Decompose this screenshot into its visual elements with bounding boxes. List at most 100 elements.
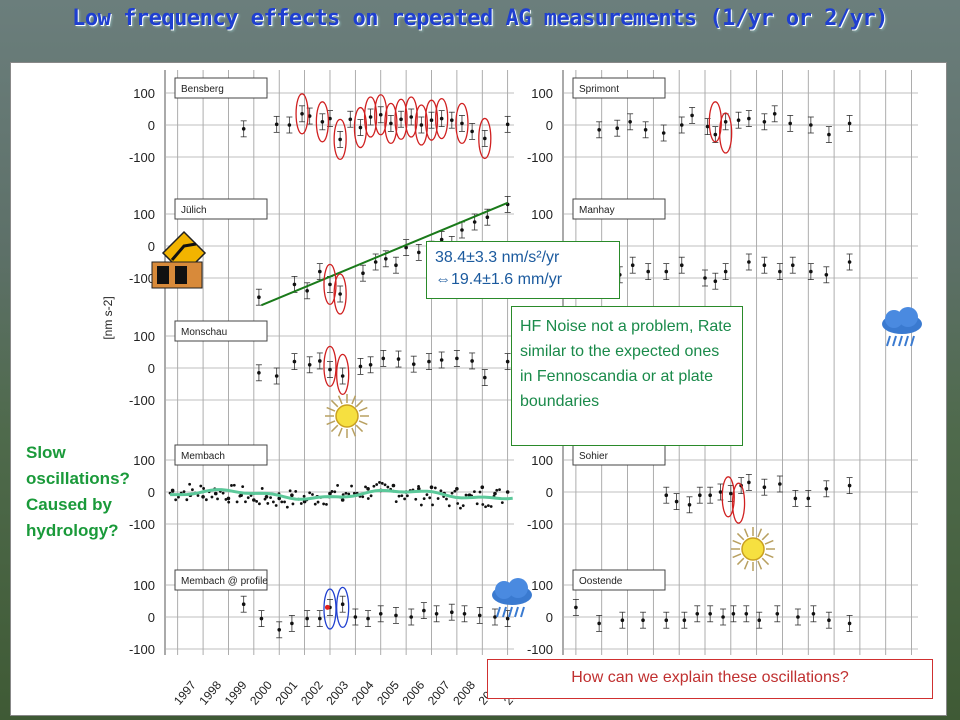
sun-icon-ray xyxy=(337,427,343,437)
data-point xyxy=(450,491,454,495)
data-point xyxy=(311,493,314,496)
sun-icon-ray xyxy=(330,399,339,408)
station-label-box xyxy=(174,198,268,220)
data-point xyxy=(483,136,487,141)
data-point xyxy=(847,121,852,126)
data-point xyxy=(475,502,479,506)
data-point xyxy=(641,618,645,622)
rain-drop xyxy=(508,606,513,618)
highlight-ellipse xyxy=(374,94,388,136)
data-point xyxy=(455,487,459,491)
data-point xyxy=(328,491,332,496)
data-point xyxy=(230,484,233,487)
data-point xyxy=(378,481,381,484)
data-point xyxy=(257,371,261,375)
slow-line-2: oscillations? xyxy=(26,469,130,488)
data-point xyxy=(257,295,261,300)
data-point xyxy=(403,497,407,501)
data-point xyxy=(470,129,474,134)
y-tick-label: 100 xyxy=(531,578,553,593)
rain-drop xyxy=(514,606,519,618)
y-tick-label: -100 xyxy=(527,517,553,532)
data-point xyxy=(439,358,444,362)
data-point xyxy=(661,131,666,135)
data-point xyxy=(419,503,423,507)
data-point xyxy=(224,498,228,501)
data-point xyxy=(664,493,669,498)
data-point xyxy=(213,491,218,496)
data-point xyxy=(373,260,378,264)
sun-icon-ray xyxy=(764,553,774,559)
y-tick-label: 100 xyxy=(531,86,553,101)
station-label-box xyxy=(572,77,666,99)
y-tick-label: 0 xyxy=(546,485,553,500)
highlight-ellipse xyxy=(478,117,492,160)
data-point xyxy=(336,484,339,487)
x-tick-label: 2005 xyxy=(374,678,402,708)
data-point xyxy=(422,497,426,501)
sun-icon-ray xyxy=(761,532,770,541)
data-point xyxy=(472,220,477,224)
station-label: Oostende xyxy=(579,576,623,587)
data-point xyxy=(417,485,420,488)
y-tick-label: -100 xyxy=(527,642,553,657)
data-point xyxy=(299,502,303,505)
highlight-ellipse xyxy=(315,101,330,143)
data-point xyxy=(484,505,487,509)
data-point xyxy=(429,118,434,122)
data-point xyxy=(369,494,373,498)
station-label-box xyxy=(174,569,268,591)
data-point xyxy=(505,359,510,364)
data-point xyxy=(462,612,467,616)
data-point xyxy=(201,495,205,499)
highlight-ellipse xyxy=(719,112,733,154)
data-point xyxy=(378,112,383,117)
data-point xyxy=(439,489,443,493)
data-point xyxy=(328,367,332,372)
data-point xyxy=(185,498,189,502)
data-point xyxy=(269,496,272,499)
data-point xyxy=(241,602,246,606)
data-point xyxy=(174,498,178,502)
data-point xyxy=(824,487,829,491)
slow-oscillations-text: Slow oscillations? Caused by hydrology? xyxy=(26,440,158,544)
data-point xyxy=(358,125,363,130)
data-point xyxy=(341,493,345,497)
data-point xyxy=(419,123,424,127)
data-point xyxy=(394,500,398,504)
highlight-ellipse xyxy=(353,106,368,149)
sun-icon xyxy=(741,537,765,561)
data-point xyxy=(778,482,782,486)
data-point xyxy=(316,500,320,504)
data-point xyxy=(698,493,702,498)
station-label: Membach @ profile xyxy=(181,576,268,587)
data-point xyxy=(847,483,852,488)
data-point xyxy=(809,123,813,127)
highlight-ellipse xyxy=(323,263,337,306)
rain-drop xyxy=(892,335,897,347)
data-point xyxy=(182,490,186,494)
x-tick-label: 2003 xyxy=(323,678,351,708)
data-point xyxy=(290,493,294,498)
data-point xyxy=(292,282,297,287)
x-tick-label: 2004 xyxy=(349,678,377,708)
data-point xyxy=(483,375,487,380)
y-tick-label: 0 xyxy=(148,239,155,254)
rain-drop xyxy=(502,606,507,618)
data-point xyxy=(383,483,387,487)
y-tick-label: 0 xyxy=(148,610,155,625)
data-point xyxy=(409,115,414,119)
data-point xyxy=(384,257,388,261)
data-point xyxy=(368,363,373,367)
data-point xyxy=(274,122,279,127)
data-point xyxy=(762,120,767,124)
data-point xyxy=(358,364,363,369)
data-point xyxy=(325,502,328,506)
slow-line-1: Slow xyxy=(26,443,66,462)
data-point xyxy=(246,496,250,500)
rain-drop xyxy=(496,606,501,618)
data-point xyxy=(280,500,284,504)
data-point xyxy=(414,497,418,501)
data-point xyxy=(386,485,390,489)
